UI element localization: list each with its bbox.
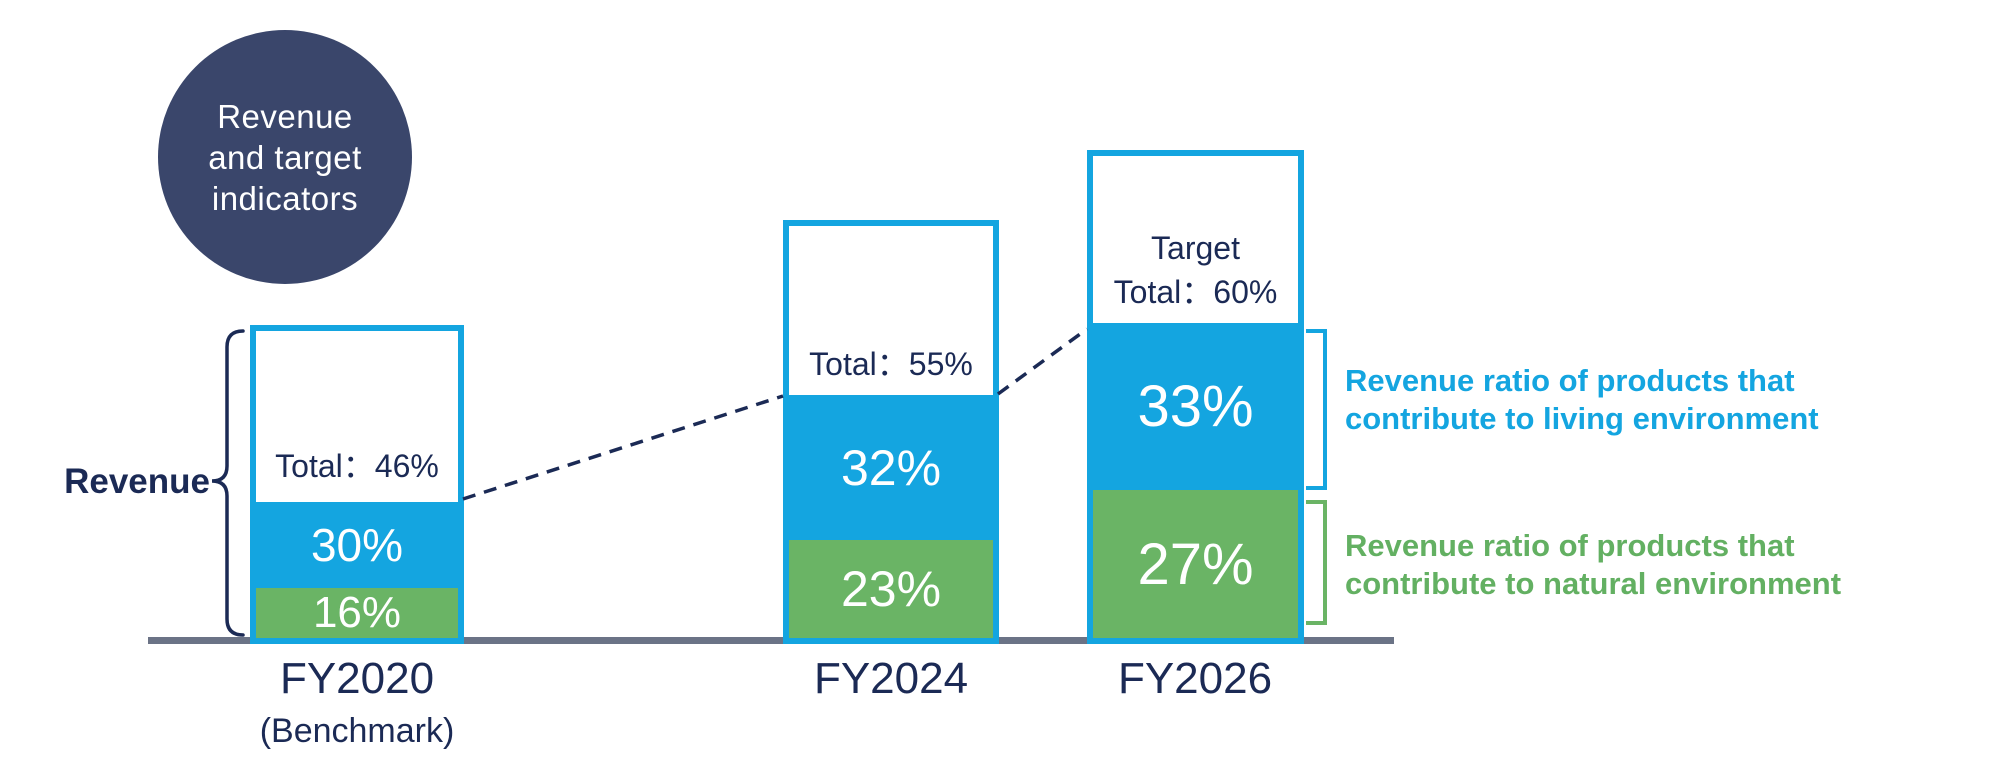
revenue-curly-brace	[211, 329, 245, 637]
living-segment-bracket	[1306, 329, 1327, 490]
bar-fy2024-living-segment: 32%	[789, 395, 993, 540]
bar-fy2024-total-label: Total：55%	[809, 346, 973, 382]
title-badge-text: Revenue and target indicators	[208, 97, 362, 217]
bar-fy2020-natural-segment: 16%	[256, 588, 458, 638]
revenue-axis-label: Revenue	[64, 462, 210, 501]
dashed-connector-fy2024-fy2026	[996, 327, 1089, 396]
bar-fy2026-unfilled-area: Target Total：60%	[1093, 156, 1298, 323]
bar-fy2026-natural-segment: 27%	[1093, 490, 1298, 638]
bar-fy2026-natural-value: 27%	[1137, 531, 1254, 597]
bar-fy2020-living-segment: 30%	[256, 502, 458, 588]
bar-fy2026-total-label: Total：60%	[1113, 274, 1278, 310]
dashed-connector-fy2020-fy2024	[462, 394, 784, 501]
bar-fy2026-living-segment: 33%	[1093, 323, 1298, 490]
bar-fy2020-living-value: 30%	[310, 519, 404, 571]
bar-fy2024-unfilled-area: Total：55%	[789, 226, 993, 395]
bar-fy2020-unfilled-area: Total：46%	[256, 331, 458, 502]
bar-fy2020-natural-value: 16%	[312, 588, 402, 637]
bar-fy2026: Target Total：60% 33% 27%	[1087, 150, 1304, 644]
title-badge-circle: Revenue and target indicators	[158, 30, 412, 284]
xlabel-fy2024: FY2024	[813, 654, 969, 703]
legend-natural-environment: Revenue ratio of products that contribut…	[1345, 528, 1842, 601]
xlabel-fy2026: FY2026	[1117, 654, 1273, 703]
natural-segment-bracket	[1306, 500, 1327, 625]
xlabel-fy2020: FY2020	[279, 654, 435, 703]
x-axis-line	[148, 637, 1394, 644]
bar-fy2020-total-label: Total：46%	[275, 448, 439, 484]
bar-fy2026-target-label: Target	[1151, 230, 1240, 266]
bar-fy2024-natural-segment: 23%	[789, 540, 993, 638]
bar-fy2024-natural-value: 23%	[840, 561, 942, 617]
bar-fy2024-living-value: 32%	[840, 439, 942, 496]
legend-living-environment: Revenue ratio of products that contribut…	[1345, 363, 1819, 436]
bar-fy2024: Total：55% 32% 23%	[783, 220, 999, 644]
xlabel-fy2020-benchmark: (Benchmark)	[259, 712, 455, 750]
bar-fy2020: Total：46% 30% 16%	[250, 325, 464, 644]
bar-fy2026-living-value: 33%	[1137, 374, 1254, 439]
